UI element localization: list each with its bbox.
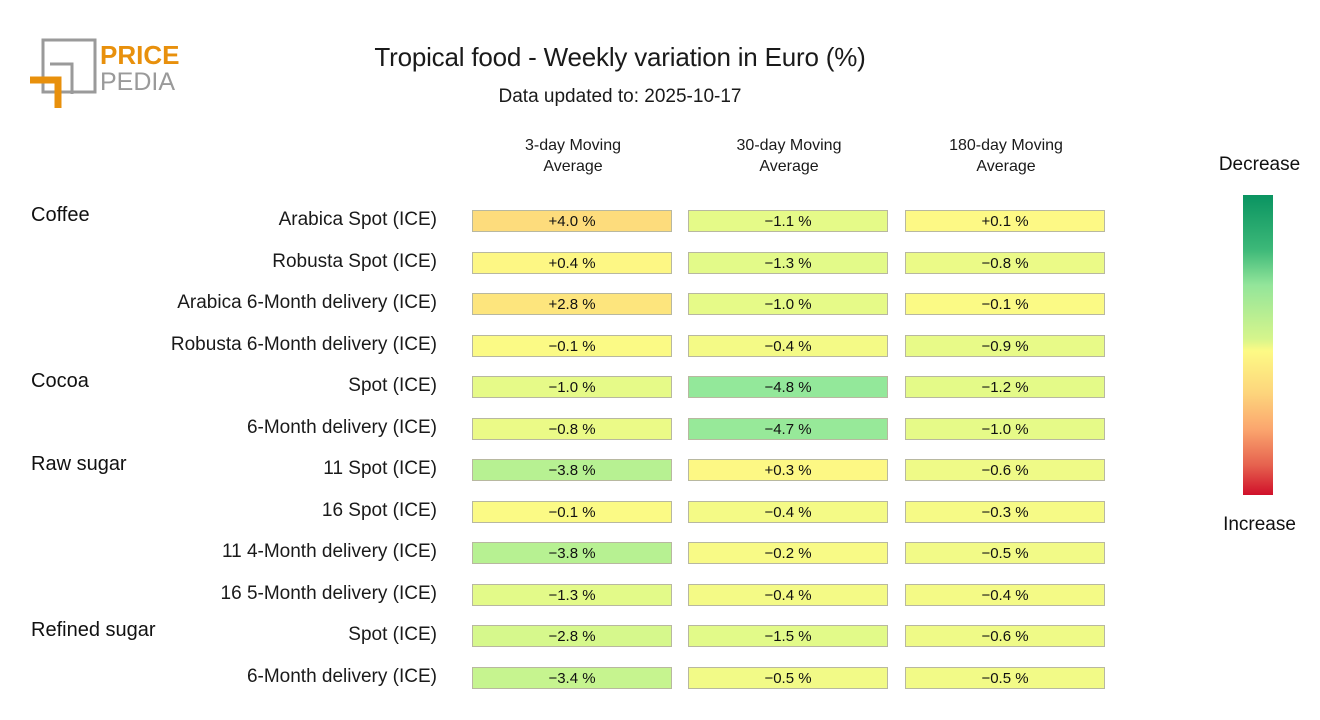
- legend-color-scale: [1243, 195, 1273, 495]
- legend-decrease-label: Decrease: [1218, 154, 1301, 175]
- chart-title: Tropical food - Weekly variation in Euro…: [374, 42, 866, 72]
- heatmap-cell: −4.7 %: [688, 418, 888, 440]
- heatmap-cell: −1.0 %: [905, 418, 1105, 440]
- row-label: Spot (ICE): [348, 624, 437, 645]
- row-label: 11 4-Month delivery (ICE): [221, 541, 437, 562]
- row-label: Arabica Spot (ICE): [278, 209, 437, 230]
- column-header-line: Average: [543, 158, 603, 175]
- heatmap-cell: −1.0 %: [688, 293, 888, 315]
- heatmap-cell: −0.8 %: [905, 252, 1105, 274]
- row-label: Spot (ICE): [348, 375, 437, 396]
- logo-text-pedia: PEDIA: [100, 68, 175, 96]
- heatmap-cell: −1.1 %: [688, 210, 888, 232]
- row-label: Robusta 6-Month delivery (ICE): [170, 334, 437, 355]
- heatmap-cell: −0.4 %: [905, 584, 1105, 606]
- heatmap-cell: −0.8 %: [472, 418, 672, 440]
- logo-text-price: PRICE: [100, 40, 179, 70]
- heatmap-cell: −0.6 %: [905, 625, 1105, 647]
- column-header-line: 3-day Moving: [524, 137, 622, 154]
- heatmap-cell: −1.3 %: [688, 252, 888, 274]
- column-header: 180-day Moving Average: [905, 135, 1107, 177]
- heatmap-cell: −0.1 %: [905, 293, 1105, 315]
- column-header-line: Average: [976, 158, 1036, 175]
- heatmap-cell: −4.8 %: [688, 376, 888, 398]
- heatmap-cell: +0.3 %: [688, 459, 888, 481]
- column-header-line: 180-day Moving: [949, 137, 1063, 154]
- heatmap-cell: −0.5 %: [688, 667, 888, 689]
- heatmap-cell: −1.3 %: [472, 584, 672, 606]
- column-header: 3-day Moving Average: [472, 135, 674, 177]
- pricepedia-logo: PRICE PEDIA: [28, 36, 188, 112]
- row-label: Robusta Spot (ICE): [272, 251, 437, 272]
- heatmap-cell: −1.2 %: [905, 376, 1105, 398]
- logo-mark-icon: PRICE PEDIA: [30, 38, 179, 108]
- group-label: Cocoa: [31, 370, 89, 392]
- chart-subtitle: Data updated to: 2025-10-17: [498, 86, 742, 107]
- heatmap-cell: −2.8 %: [472, 625, 672, 647]
- heatmap-cell: −0.9 %: [905, 335, 1105, 357]
- group-label: Refined sugar: [31, 619, 156, 641]
- row-label: 16 Spot (ICE): [321, 500, 437, 521]
- heatmap-cell: −0.4 %: [688, 335, 888, 357]
- group-label: Raw sugar: [31, 453, 127, 475]
- heatmap-cell: +2.8 %: [472, 293, 672, 315]
- heatmap-cell: −0.1 %: [472, 335, 672, 357]
- column-header-line: 30-day Moving: [736, 137, 842, 154]
- row-label: 16 5-Month delivery (ICE): [220, 583, 437, 604]
- heatmap-cell: −0.4 %: [688, 584, 888, 606]
- heatmap-cell: −1.5 %: [688, 625, 888, 647]
- heatmap-cell: −0.3 %: [905, 501, 1105, 523]
- row-label: 11 Spot (ICE): [323, 458, 437, 479]
- heatmap-cell: −0.2 %: [688, 542, 888, 564]
- heatmap-cell: −3.4 %: [472, 667, 672, 689]
- group-label: Coffee: [31, 204, 90, 226]
- column-header-line: Average: [759, 158, 819, 175]
- heatmap-cell: +4.0 %: [472, 210, 672, 232]
- heatmap-cell: −0.4 %: [688, 501, 888, 523]
- heatmap-cell: −3.8 %: [472, 459, 672, 481]
- heatmap-cell: −1.0 %: [472, 376, 672, 398]
- legend-increase-label: Increase: [1223, 514, 1296, 535]
- heatmap-cell: −0.5 %: [905, 542, 1105, 564]
- heatmap-cell: +0.1 %: [905, 210, 1105, 232]
- column-header: 30-day Moving Average: [688, 135, 890, 177]
- heatmap-cell: −3.8 %: [472, 542, 672, 564]
- row-label: 6-Month delivery (ICE): [246, 417, 437, 438]
- heatmap-cell: −0.5 %: [905, 667, 1105, 689]
- heatmap-cell: +0.4 %: [472, 252, 672, 274]
- row-label: 6-Month delivery (ICE): [246, 666, 437, 687]
- heatmap-cell: −0.1 %: [472, 501, 672, 523]
- heatmap-cell: −0.6 %: [905, 459, 1105, 481]
- row-label: Arabica 6-Month delivery (ICE): [177, 292, 437, 313]
